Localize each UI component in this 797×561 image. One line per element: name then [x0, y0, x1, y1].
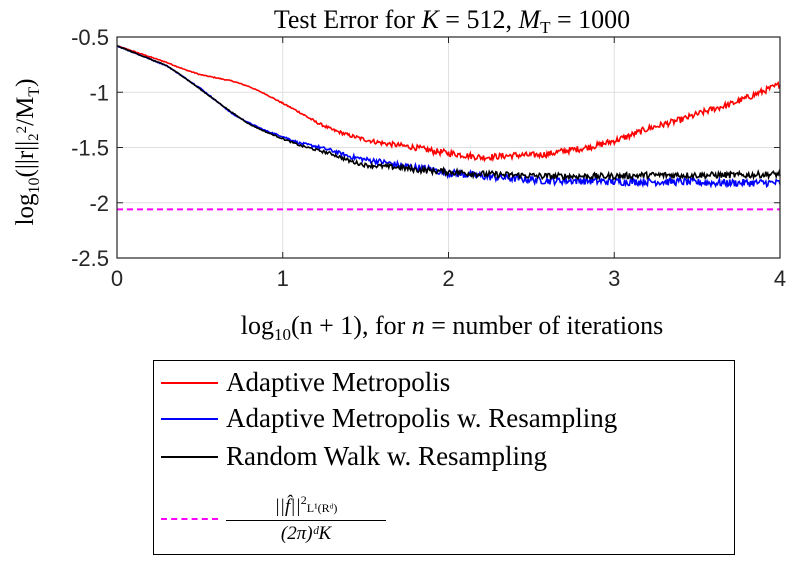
bound-denominator: (2π)ᵈK: [280, 523, 332, 544]
legend-item-bound: ||f̂||2L¹(Rᵈ) (2π)ᵈK: [154, 493, 734, 544]
legend-swatch-magenta-dashed: [161, 518, 218, 520]
y-tick-label: -0.5: [71, 25, 109, 50]
x-tick-label: 0: [111, 266, 123, 291]
chart-title: Test Error for K = 512, MT = 1000: [274, 5, 630, 37]
x-axis: 0 1 2 3 4: [111, 37, 786, 291]
legend-swatch-black: [161, 456, 218, 458]
x-tick-label: 2: [442, 266, 454, 291]
series-line-0: [116, 45, 781, 163]
legend-swatch-red: [161, 382, 218, 384]
y-tick-label: -1.5: [71, 136, 109, 161]
y-tick-label: -2: [89, 191, 109, 216]
x-tick-label: 3: [608, 266, 620, 291]
legend-item-random-walk-resampling: Random Walk w. Resampling: [154, 439, 734, 475]
y-tick-label: -1: [89, 80, 109, 105]
bound-numerator: ||f̂||2L¹(Rᵈ): [226, 493, 386, 521]
y-tick-label: -2.5: [71, 246, 109, 271]
series-line-2: [116, 44, 781, 181]
legend-label: Adaptive Metropolis: [226, 367, 451, 397]
x-tick-label: 1: [277, 266, 289, 291]
legend-item-adaptive-metropolis-resampling: Adaptive Metropolis w. Resampling: [154, 401, 734, 437]
x-tick-label: 4: [774, 266, 786, 291]
grid: [116, 36, 781, 259]
legend: Adaptive Metropolis Adaptive Metropolis …: [153, 360, 735, 555]
plot-area: [116, 44, 781, 211]
legend-swatch-blue: [161, 418, 218, 420]
x-axis-label: log10(n + 1), for n = number of iteratio…: [241, 311, 664, 344]
legend-item-adaptive-metropolis: Adaptive Metropolis: [154, 365, 734, 401]
legend-label: Random Walk w. Resampling: [226, 441, 548, 471]
y-axis: -2.5 -2 -1.5 -1 -0.5: [71, 25, 780, 271]
legend-label: Adaptive Metropolis w. Resampling: [226, 403, 618, 433]
y-axis-label: log10(||r||22/MT): [12, 79, 43, 226]
bound-formula: ||f̂||2L¹(Rᵈ) (2π)ᵈK: [226, 493, 386, 545]
